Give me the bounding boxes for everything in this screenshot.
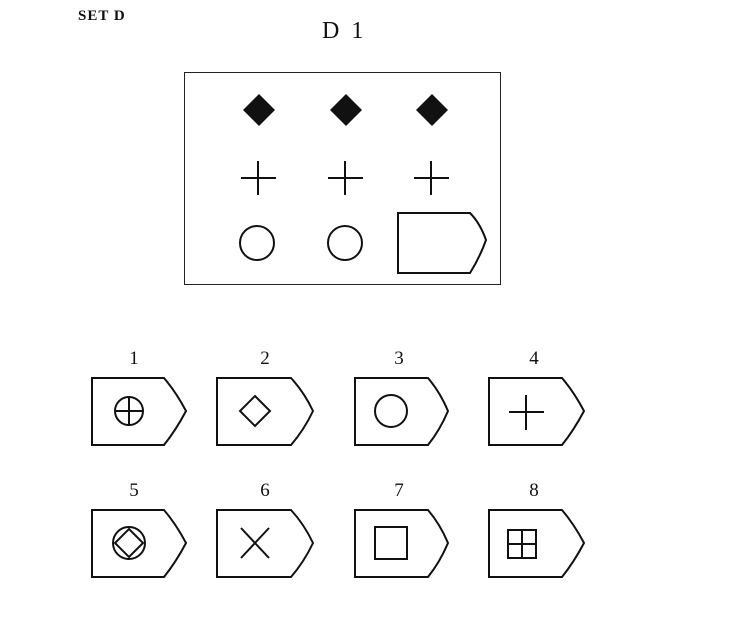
option-4[interactable]	[488, 377, 586, 446]
option-number: 5	[129, 480, 139, 501]
option-5[interactable]	[91, 509, 188, 578]
cross-icon	[241, 161, 276, 195]
problem-title: D 1	[322, 18, 367, 44]
option-number: 1	[129, 348, 139, 369]
cross-icon	[509, 395, 544, 430]
filled-diamond-icon	[330, 94, 362, 126]
circle-icon	[239, 225, 275, 261]
option-8[interactable]	[488, 509, 586, 578]
option-number: 8	[529, 480, 539, 501]
option-7[interactable]	[354, 509, 450, 578]
filled-diamond-icon	[416, 94, 448, 126]
filled-diamond-icon	[243, 94, 275, 126]
option-6[interactable]	[216, 509, 315, 578]
diamond-icon	[238, 394, 272, 428]
option-1[interactable]	[91, 377, 188, 446]
circle-icon	[327, 225, 363, 261]
matrix-box	[184, 72, 501, 285]
option-number: 3	[394, 348, 404, 369]
option-3[interactable]	[354, 377, 450, 446]
circle-icon	[374, 394, 408, 428]
set-label: SET D	[78, 8, 126, 24]
x-mark-icon	[240, 527, 270, 559]
option-number: 7	[394, 480, 404, 501]
square-with-cross-icon	[507, 529, 537, 559]
option-number: 6	[260, 480, 270, 501]
option-number: 2	[260, 348, 270, 369]
circle-with-diamond-icon	[112, 526, 146, 560]
option-number: 4	[529, 348, 539, 369]
missing-piece-slot	[397, 212, 488, 274]
cross-icon	[328, 161, 363, 195]
cross-icon	[414, 161, 449, 195]
square-icon	[374, 526, 408, 560]
option-2[interactable]	[216, 377, 315, 446]
